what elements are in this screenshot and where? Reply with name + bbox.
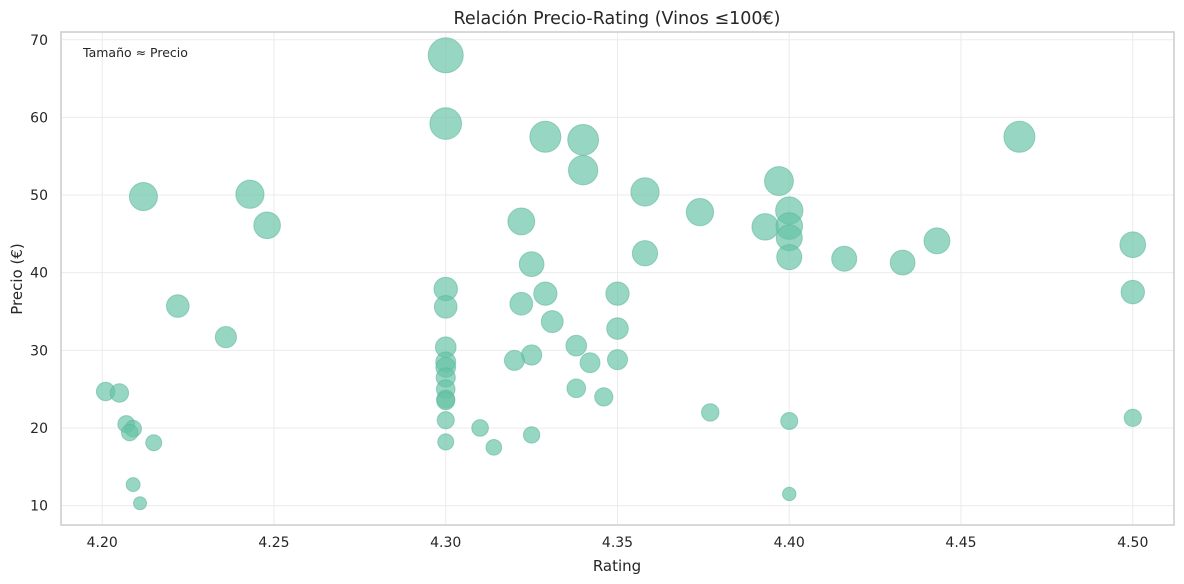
data-point xyxy=(522,426,541,444)
data-point xyxy=(507,207,536,236)
data-point xyxy=(145,434,163,452)
y-tick-label: 50 xyxy=(30,188,48,204)
data-point xyxy=(429,107,463,140)
data-point xyxy=(485,438,503,456)
data-point xyxy=(165,294,190,318)
data-point xyxy=(889,249,916,276)
data-point xyxy=(630,177,660,207)
chart-title: Relación Precio-Rating (Vinos ≤100€) xyxy=(454,9,781,29)
data-point xyxy=(776,244,803,271)
data-point xyxy=(436,411,455,430)
data-point xyxy=(540,310,564,334)
data-point xyxy=(433,295,458,319)
x-axis-ticks: 4.20 4.25 4.30 4.35 4.40 4.45 4.50 xyxy=(87,535,1149,551)
x-tick-label: 4.30 xyxy=(430,535,461,551)
data-point xyxy=(764,166,794,196)
x-tick-label: 4.40 xyxy=(774,535,805,551)
data-point xyxy=(1120,279,1145,305)
y-tick-label: 70 xyxy=(30,33,48,49)
data-point xyxy=(436,391,456,411)
data-point xyxy=(235,179,265,209)
data-point xyxy=(566,378,587,399)
data-point xyxy=(780,411,799,430)
data-points xyxy=(95,37,1147,511)
data-point xyxy=(471,419,489,437)
x-tick-label: 4.20 xyxy=(87,535,118,551)
data-point xyxy=(1123,408,1142,427)
data-point xyxy=(606,317,629,340)
data-point xyxy=(782,486,797,502)
data-point xyxy=(120,423,139,442)
size-annotation: Tamaño ≈ Precio xyxy=(82,45,188,60)
data-point xyxy=(594,387,614,407)
data-point xyxy=(751,213,780,241)
data-point xyxy=(1119,231,1147,259)
x-tick-label: 4.35 xyxy=(602,535,633,551)
y-tick-label: 60 xyxy=(30,110,48,126)
x-axis-label: Rating xyxy=(593,557,641,575)
data-point xyxy=(631,240,659,267)
data-point xyxy=(605,281,630,306)
data-point xyxy=(253,211,281,240)
y-tick-label: 20 xyxy=(30,421,48,437)
data-point xyxy=(503,349,525,371)
data-point xyxy=(606,349,629,371)
data-point xyxy=(437,433,455,451)
y-tick-label: 30 xyxy=(30,343,48,359)
data-point xyxy=(701,403,720,422)
x-tick-label: 4.25 xyxy=(258,535,289,551)
data-point xyxy=(529,120,562,153)
data-point xyxy=(685,197,715,227)
data-point xyxy=(1003,120,1036,153)
data-point xyxy=(518,251,545,278)
data-point xyxy=(565,334,588,357)
data-point xyxy=(214,326,237,349)
y-axis-label: Precio (€) xyxy=(8,243,26,314)
data-point xyxy=(923,227,951,255)
data-point xyxy=(533,281,558,306)
plot-frame xyxy=(60,31,1175,526)
data-point xyxy=(509,291,534,316)
x-tick-label: 4.45 xyxy=(945,535,976,551)
y-tick-label: 10 xyxy=(30,499,48,515)
y-tick-label: 40 xyxy=(30,266,48,282)
data-point xyxy=(128,182,158,212)
data-point xyxy=(579,352,601,374)
data-point xyxy=(567,123,600,156)
data-point xyxy=(133,496,148,511)
data-point xyxy=(567,155,599,186)
data-point xyxy=(125,477,141,493)
data-point xyxy=(109,383,130,403)
data-point xyxy=(831,245,858,272)
data-point xyxy=(427,37,464,74)
y-axis-ticks: 10 20 30 40 50 60 70 xyxy=(30,33,48,515)
x-tick-label: 4.50 xyxy=(1117,535,1148,551)
